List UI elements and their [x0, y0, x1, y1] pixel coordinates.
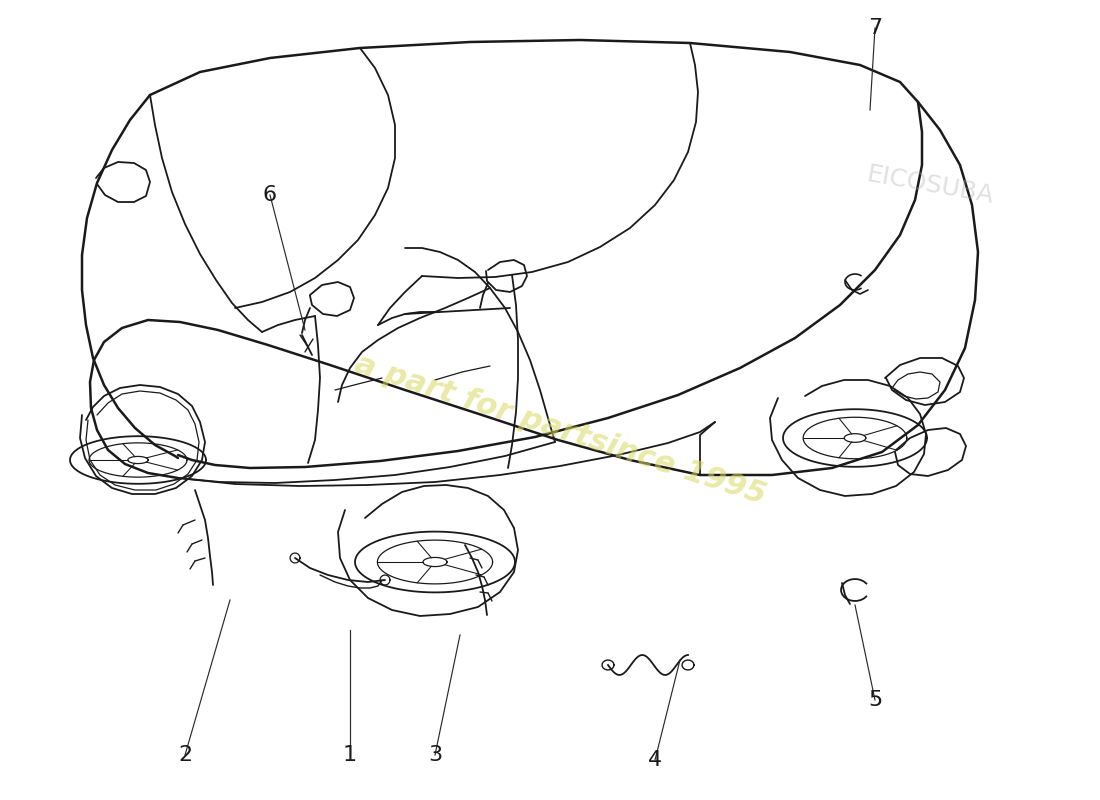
Text: EICOSUBA: EICOSUBA — [865, 162, 996, 208]
Text: 4: 4 — [648, 750, 662, 770]
Text: 3: 3 — [428, 745, 442, 765]
Text: 6: 6 — [263, 185, 277, 205]
Text: 7: 7 — [868, 18, 882, 38]
Text: 5: 5 — [868, 690, 882, 710]
Text: 1: 1 — [343, 745, 358, 765]
Text: a part for partsince 1995: a part for partsince 1995 — [351, 350, 769, 510]
Text: 2: 2 — [178, 745, 192, 765]
